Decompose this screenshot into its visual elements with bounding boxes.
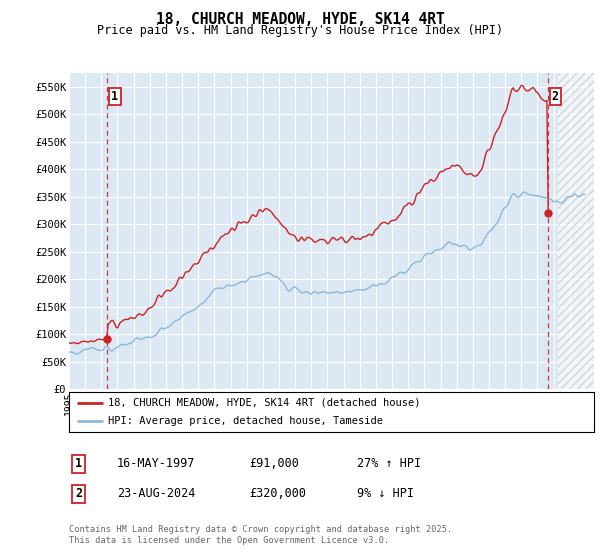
Text: 2: 2	[75, 487, 82, 501]
Text: £320,000: £320,000	[249, 487, 306, 501]
Text: 1: 1	[75, 457, 82, 470]
Text: Contains HM Land Registry data © Crown copyright and database right 2025.
This d: Contains HM Land Registry data © Crown c…	[69, 525, 452, 545]
Bar	[559, 73, 594, 389]
Text: 9% ↓ HPI: 9% ↓ HPI	[357, 487, 414, 501]
Text: 18, CHURCH MEADOW, HYDE, SK14 4RT (detached house): 18, CHURCH MEADOW, HYDE, SK14 4RT (detac…	[109, 398, 421, 408]
Text: 1: 1	[112, 90, 118, 102]
Text: 18, CHURCH MEADOW, HYDE, SK14 4RT: 18, CHURCH MEADOW, HYDE, SK14 4RT	[155, 12, 445, 27]
Text: HPI: Average price, detached house, Tameside: HPI: Average price, detached house, Tame…	[109, 417, 383, 426]
Text: Price paid vs. HM Land Registry's House Price Index (HPI): Price paid vs. HM Land Registry's House …	[97, 24, 503, 36]
Text: 23-AUG-2024: 23-AUG-2024	[117, 487, 196, 501]
Text: £91,000: £91,000	[249, 457, 299, 470]
Text: 2: 2	[552, 90, 559, 102]
Text: 16-MAY-1997: 16-MAY-1997	[117, 457, 196, 470]
Text: 27% ↑ HPI: 27% ↑ HPI	[357, 457, 421, 470]
